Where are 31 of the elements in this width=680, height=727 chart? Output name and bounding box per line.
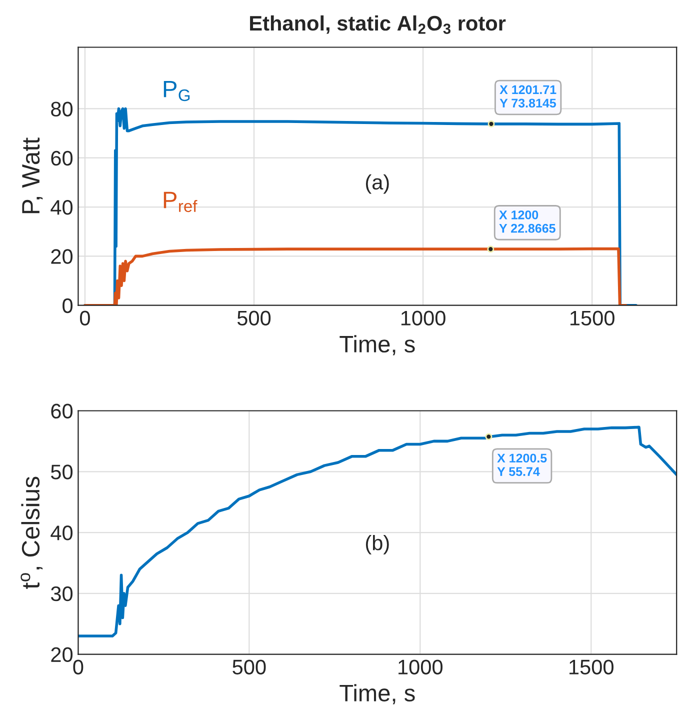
- y-tick-label: 60: [51, 150, 73, 166]
- y-tick-label: 20: [51, 647, 73, 662]
- y-tick-label: 20: [51, 249, 73, 264]
- y-tick-label: 30: [50, 586, 73, 602]
- annotation: (a): [366, 174, 389, 194]
- x-axis-title: Time, s: [340, 684, 415, 704]
- x-tick-label: 1500: [570, 660, 614, 674]
- y-tick-label: 0: [62, 298, 73, 314]
- y-axis-title: t$^{o}$, Celsius: [20, 476, 43, 589]
- annotation: (b): [366, 534, 389, 554]
- y-tick-label: 50: [51, 464, 73, 480]
- annotation: X 1201.71 Y 73.8145: [500, 85, 556, 108]
- annotation: X 1200.5 Y 55.74: [497, 454, 547, 476]
- line-series: [78, 426, 677, 638]
- x-tick-label: 0: [80, 310, 90, 326]
- x-tick-label: 1000: [398, 660, 443, 674]
- chart-title: Ethanol, static Al$_{2}$O$_{3}$ rotor: [250, 15, 506, 34]
- x-tick-label: 1500: [570, 310, 614, 326]
- y-tick-label: 60: [51, 404, 73, 419]
- series-label: P$_{ref}$: [164, 192, 198, 212]
- annotation: X 1200 Y 22.8665: [499, 210, 556, 233]
- y-tick-label: 40: [50, 526, 73, 540]
- y-tick-label: 80: [51, 102, 73, 116]
- x-tick-label: 0: [73, 660, 84, 674]
- y-axis-title: P, Watt: [22, 138, 43, 214]
- y-tick-label: 40: [50, 200, 73, 215]
- series-label: P$_{G}$: [164, 80, 190, 102]
- x-tick-label: 1000: [401, 310, 446, 326]
- x-axis-title: Time, s: [340, 335, 415, 356]
- x-tick-label: 500: [232, 660, 266, 674]
- x-tick-label: 500: [237, 310, 271, 326]
